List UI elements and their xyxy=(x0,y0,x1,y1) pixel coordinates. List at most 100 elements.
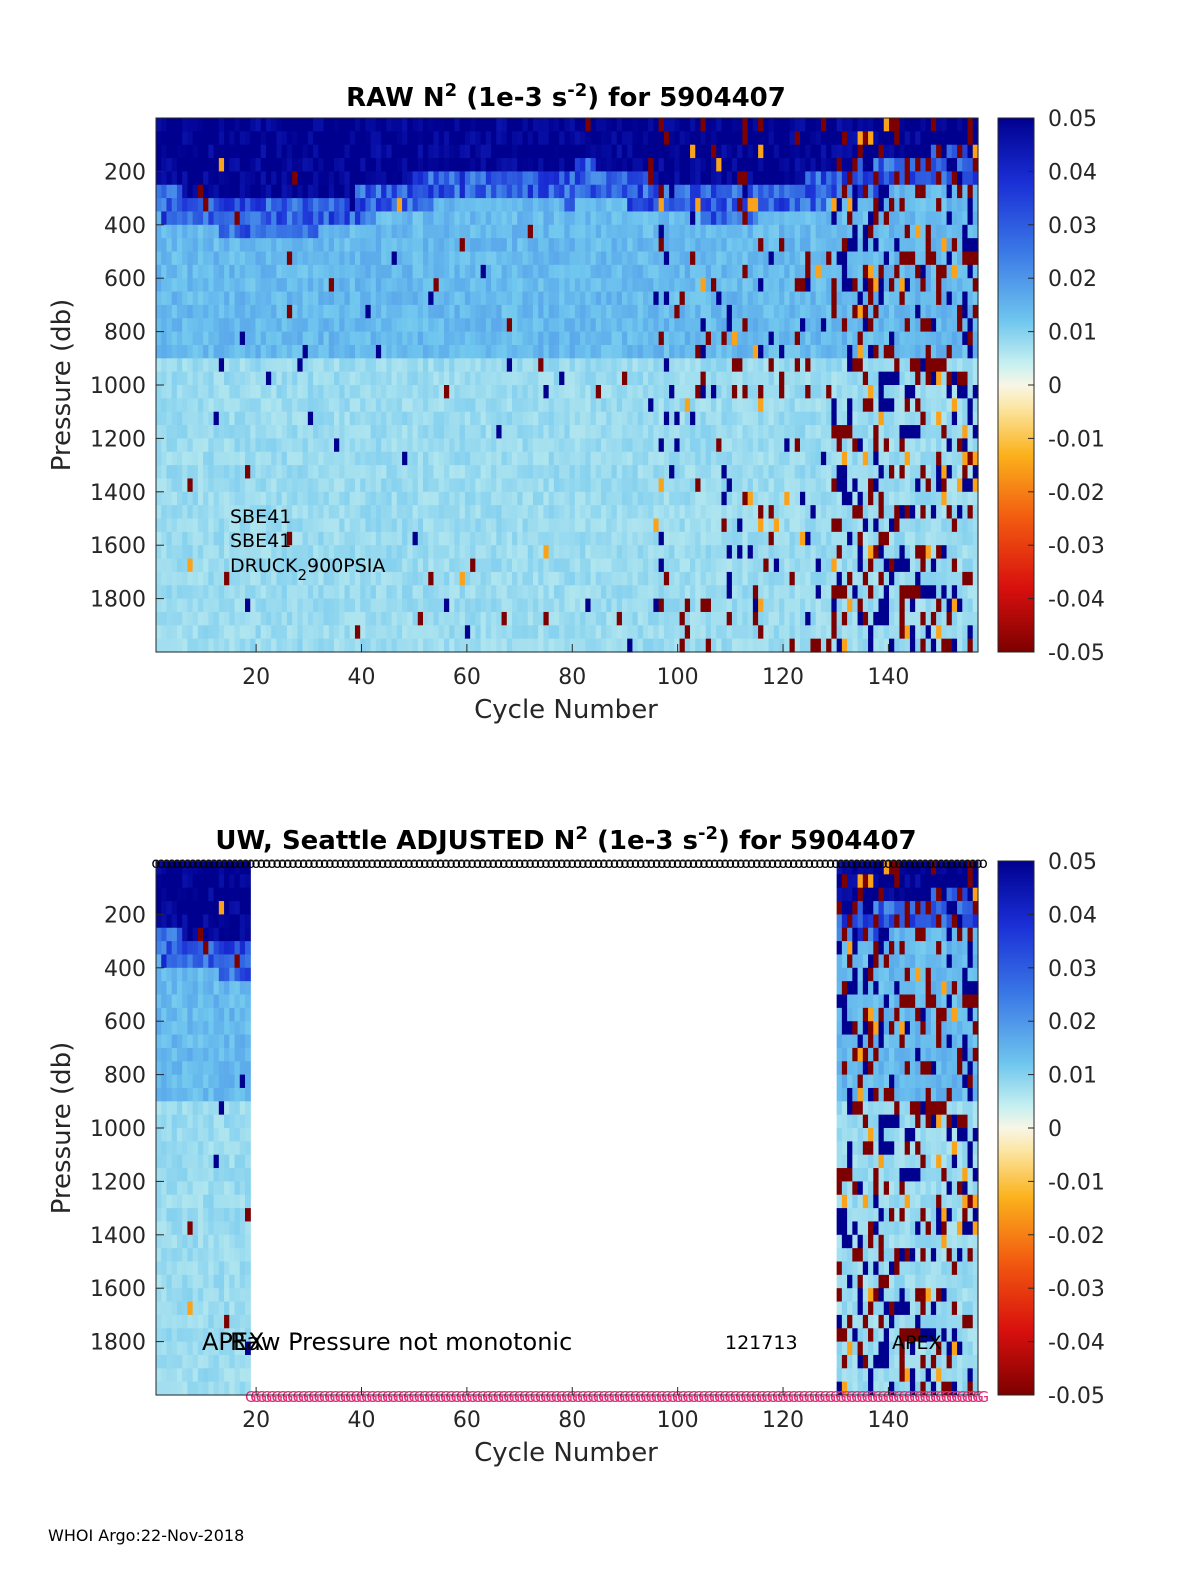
heat-cell xyxy=(501,545,508,560)
heat-cell xyxy=(517,291,524,306)
heat-cell xyxy=(690,144,696,159)
heat-cell xyxy=(156,264,162,279)
heat-cell xyxy=(475,625,482,640)
heat-cell xyxy=(496,625,503,640)
heat-cell xyxy=(344,438,351,453)
heat-cell xyxy=(328,144,335,159)
heat-cell xyxy=(763,505,770,520)
heat-cell xyxy=(443,411,450,426)
heat-cell xyxy=(454,118,461,132)
heat-cell xyxy=(763,585,770,600)
heat-cell xyxy=(517,144,524,159)
heat-cell xyxy=(328,491,335,506)
heat-cell xyxy=(318,304,325,319)
heat-cell xyxy=(328,211,335,226)
heat-cell xyxy=(642,558,649,573)
heat-cell xyxy=(538,398,545,413)
heat-cell xyxy=(737,598,743,613)
heat-cell xyxy=(208,144,215,159)
heat-cell xyxy=(616,158,623,172)
heat-cell xyxy=(773,358,780,373)
heat-cell xyxy=(684,478,691,493)
heat-cell xyxy=(747,344,754,359)
heat-cell xyxy=(265,531,272,546)
heat-cell xyxy=(663,478,670,493)
heat-cell xyxy=(548,331,555,346)
heat-cell xyxy=(464,291,471,306)
heat-cell xyxy=(679,585,686,600)
heat-cell xyxy=(763,611,770,626)
heat-cell xyxy=(580,118,586,132)
heat-cell xyxy=(360,211,367,226)
heat-cell xyxy=(449,318,456,333)
heat-cell xyxy=(313,451,319,466)
heat-cell xyxy=(459,465,466,480)
heat-cell xyxy=(585,344,592,359)
heat-cell xyxy=(470,158,476,172)
heat-cell xyxy=(203,411,209,426)
heat-cell xyxy=(360,158,367,172)
heat-cell xyxy=(396,611,403,626)
heat-cell xyxy=(559,131,565,146)
heat-cell xyxy=(166,625,173,640)
heat-cell xyxy=(538,518,545,533)
heat-cell xyxy=(669,625,675,640)
heat-cell xyxy=(454,571,461,586)
heat-cell xyxy=(485,518,492,533)
heat-cell xyxy=(742,465,749,480)
heat-cell xyxy=(653,411,660,426)
heat-cell xyxy=(611,198,618,213)
heat-cell xyxy=(747,611,754,626)
heat-cell xyxy=(286,411,293,426)
heat-cell xyxy=(360,118,367,132)
heat-cell xyxy=(313,465,319,480)
heat-cell xyxy=(590,331,597,346)
heat-cell xyxy=(370,264,377,279)
heat-cell xyxy=(684,238,691,253)
heat-cell xyxy=(307,118,314,132)
heat-cell xyxy=(328,344,335,359)
heat-cell xyxy=(627,304,634,319)
heat-cell xyxy=(616,184,623,199)
heat-cell xyxy=(794,304,801,319)
heat-cell xyxy=(758,251,764,266)
heat-cell xyxy=(506,211,513,226)
heat-cell xyxy=(302,545,309,560)
heat-cell xyxy=(679,478,686,493)
heat-cell xyxy=(161,638,168,653)
heat-cell xyxy=(794,398,801,413)
heat-cell xyxy=(789,358,796,373)
heat-cell xyxy=(758,158,764,172)
heat-cell xyxy=(339,625,346,640)
heat-cell xyxy=(522,331,529,346)
heat-cell xyxy=(297,184,304,199)
heat-cell xyxy=(794,491,801,506)
raw-panel: RAW N2 (1e-3 s-2) for 5904407 20 40 60 80 10… xyxy=(47,80,1105,725)
heat-cell xyxy=(349,531,356,546)
heat-cell xyxy=(710,585,717,600)
heat-cell xyxy=(789,505,796,520)
heat-cell xyxy=(637,278,644,293)
heat-cell xyxy=(438,491,445,506)
heat-cell xyxy=(747,385,754,399)
heat-cell xyxy=(606,558,613,573)
heat-cell xyxy=(386,158,393,172)
heat-cell xyxy=(784,118,791,132)
heat-cell xyxy=(161,291,168,306)
heat-cell xyxy=(700,598,707,613)
heat-cell xyxy=(250,344,257,359)
heat-cell xyxy=(768,358,775,373)
heat-cell xyxy=(402,344,408,359)
heat-cell xyxy=(334,398,340,413)
heat-cell xyxy=(218,518,225,533)
heat-cell xyxy=(344,598,351,613)
heat-cell xyxy=(690,425,696,439)
heat-cell xyxy=(229,344,236,359)
heat-cell xyxy=(229,304,236,319)
heat-cell xyxy=(784,264,791,279)
heat-cell xyxy=(229,491,236,506)
heat-cell xyxy=(187,411,194,426)
heat-cell xyxy=(192,318,199,333)
heat-cell xyxy=(464,438,471,453)
heat-cell xyxy=(171,331,178,346)
